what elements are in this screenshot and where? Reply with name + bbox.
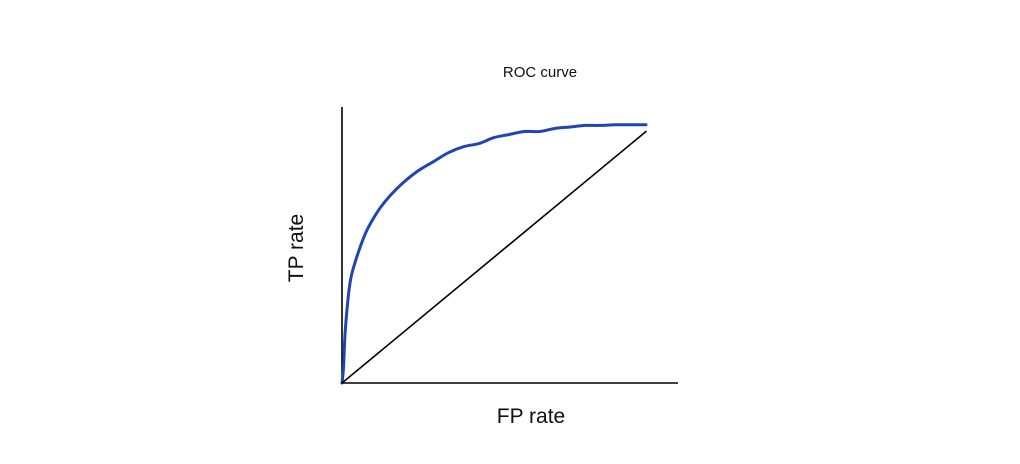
y-axis-label: TP rate [285, 214, 308, 282]
x-axis-label: FP rate [497, 405, 565, 428]
random-classifier-diagonal-line [341, 130, 647, 384]
series-layer [340, 123, 648, 385]
chart-title: ROC curve [503, 64, 577, 81]
roc-curve-line [340, 123, 648, 385]
